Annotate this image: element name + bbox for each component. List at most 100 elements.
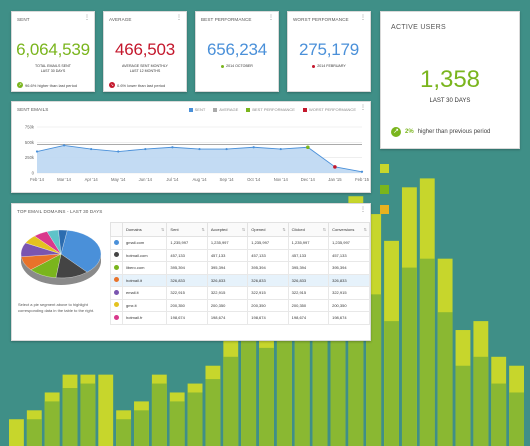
card-menu-icon[interactable]: ⋮ [360,105,366,111]
stat-sub-line2: Last 12 months [129,69,161,73]
stat-foot-text: 96.6% higher than last period [25,82,78,88]
column-header-domains[interactable]: Domains ⇅ [121,222,168,237]
background-bar-dark [259,347,274,446]
card-menu-icon[interactable]: ⋮ [360,207,366,213]
x-tick-label: May '14 [111,177,126,182]
trend-up-icon: ↗ [391,127,401,137]
table-cell-name: email.it [121,286,168,300]
table-cell-opened: 1,235,997 [247,236,289,250]
row-swatch [110,248,123,262]
active-users-value: 1,358 [419,66,481,93]
table-cell-name: gmail.com [121,236,168,250]
stat-value: 656,234 [206,40,268,59]
sent-point[interactable] [252,146,255,149]
legend-item-best[interactable]: Best Performance [246,107,295,112]
y-tick-label: 250k [25,155,35,160]
table-row[interactable]: gmail.com 1,235,997 1,235,997 1,235,997 1,23… [110,236,370,250]
domain-color-swatch [114,252,119,258]
column-header-accepted[interactable]: Accepted ⇅ [206,222,249,237]
domains-pie-chart[interactable] [16,222,106,294]
column-header-opened[interactable]: Opened ⇅ [247,222,289,237]
domains-table: Domains ⇅ Sent ⇅ Accepted ⇅ Opened ⇅ Clicked… [110,222,370,325]
pie-hint-text: Select a pie segment above to highlight … [18,302,95,313]
card-menu-icon[interactable]: ⋮ [360,15,366,21]
column-header-clicked[interactable]: Clicked ⇅ [287,222,330,237]
domain-color-swatch [114,302,119,308]
stat-card-worst-performance: Worst Performance ⋮ 275,179 2014 Februar… [287,11,371,92]
stat-sub-line1: Total emails sent [35,64,71,68]
sent-point[interactable] [225,147,228,151]
row-swatch [110,311,123,325]
sent-point[interactable] [90,147,93,151]
active-users-title: Active Users [391,24,446,31]
row-swatch [110,273,123,287]
stat-sub-row: 2014 February [288,64,370,69]
table-cell-accepted: 1,235,997 [206,236,249,250]
legend-item-worst[interactable]: Worst Performance [302,107,356,112]
background-bar-dark [419,258,435,446]
background-bar-dark [223,356,239,446]
card-menu-icon[interactable]: ⋮ [176,15,182,21]
x-tick-label: Jun '14 [139,177,153,182]
column-header-sent[interactable]: Sent ⇅ [166,222,208,237]
x-tick-label: Feb '14 [30,177,45,182]
sent-point[interactable] [360,170,364,173]
table-cell-conversions: 198,674 [328,311,370,325]
x-tick-label: Jan '15 [328,177,342,182]
table-cell-sent: 1,235,997 [166,236,208,250]
stat-value: 6,064,539 [16,40,90,59]
sent-point[interactable] [198,147,201,151]
pie-slice[interactable] [60,230,102,273]
table-cell-sent: 457,133 [166,248,208,262]
stat-sub-line1: 2014 February [317,64,346,68]
table-cell-name: hotmail.com [121,248,168,262]
table-cell-opened: 326,833 [247,273,289,287]
table-cell-opened: 198,674 [247,311,289,325]
table-cell-conversions: 326,833 [328,273,370,287]
table-cell-conversions: 457,133 [328,248,370,262]
active-users-foot-text: higher than previous period [417,129,491,135]
column-header-conversions[interactable]: Conversions ⇅ [328,222,370,237]
stat-sub-line2: Last 30 days [40,69,66,73]
table-cell-name: gmx.it [121,298,168,312]
sent-point[interactable] [144,147,147,151]
table-cell-opened: 322,915 [247,286,289,300]
table-row[interactable]: hotmail.it 326,833 326,833 326,833 326,833 32… [110,273,370,287]
background-bar-dark [276,312,292,446]
background-bar-dark [509,392,524,446]
background-bar-dark [455,365,471,446]
table-row[interactable]: hotmail.fr 198,674 198,674 198,674 198,674 19… [110,311,370,325]
table-cell-sent: 326,833 [166,273,208,287]
stat-card-sent: Sent ⋮ 6,064,539 Total emails sent Last … [11,11,95,92]
sent-point[interactable] [117,150,120,153]
table-row[interactable]: hotmail.com 457,133 457,133 457,133 457,133 4… [110,248,370,262]
sent-point[interactable] [35,150,39,153]
table-cell-clicked: 457,133 [287,248,330,262]
worst-point[interactable] [333,165,337,169]
row-swatch [110,261,123,275]
table-row[interactable]: libero.com 395,394 395,394 395,394 395,394 39… [110,261,370,275]
background-bar-dark [241,338,257,446]
sent-point[interactable] [171,146,174,149]
table-row[interactable]: gmx.it 200,350 200,350 200,350 200,350 200,35… [110,298,370,312]
table-row[interactable]: email.it 322,915 322,915 322,915 322,915 322,… [110,286,370,300]
legend-item-average[interactable]: Average [213,107,238,112]
background-bar-dark [437,312,453,446]
sent-point[interactable] [62,144,66,147]
stat-value: 275,179 [298,40,360,59]
stat-foot-text: 0.6% lower than last period [117,82,166,88]
background-bar-dark [187,392,203,446]
background-bar-dark [116,419,132,446]
table-header-row: Domains ⇅ Sent ⇅ Accepted ⇅ Opened ⇅ Clicked… [110,222,370,237]
card-menu-icon[interactable]: ⋮ [268,15,274,21]
y-tick-label: 750k [25,125,35,130]
background-bar-dark [491,383,507,446]
pie-slice[interactable] [58,229,68,255]
legend-item-sent[interactable]: Sent [188,107,205,112]
active-users-foot: ↗ 2% higher than previous period [391,127,490,137]
background-bar-dark [44,401,60,446]
table-cell-accepted: 395,394 [206,261,249,275]
sent-point[interactable] [279,147,282,151]
card-menu-icon[interactable]: ⋮ [84,15,90,21]
best-point[interactable] [306,145,310,150]
